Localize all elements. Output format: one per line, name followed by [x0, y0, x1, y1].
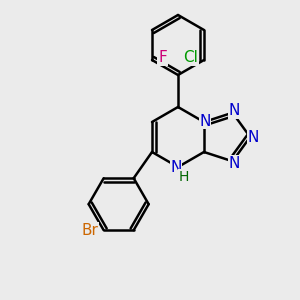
Text: F: F — [158, 50, 167, 65]
Text: H: H — [179, 170, 189, 184]
Text: Cl: Cl — [183, 50, 198, 65]
Text: Br: Br — [82, 223, 99, 238]
Text: N: N — [199, 113, 211, 128]
Text: N: N — [229, 156, 240, 171]
Text: N: N — [229, 103, 240, 118]
Text: N: N — [170, 160, 182, 175]
Text: N: N — [248, 130, 259, 145]
